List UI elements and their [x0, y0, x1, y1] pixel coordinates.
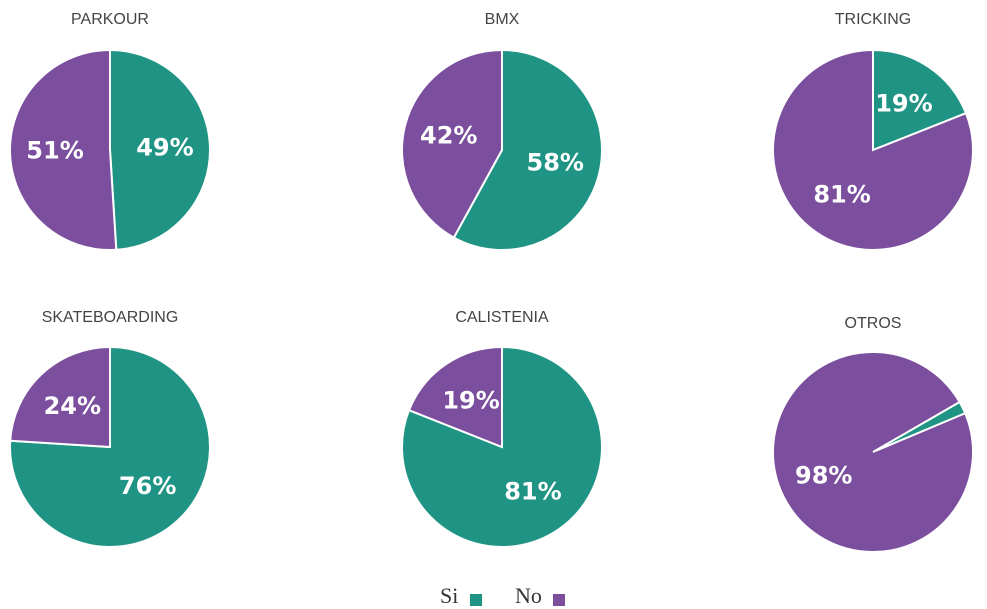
- chart-title: OTROS: [845, 315, 902, 332]
- data-label: 19%: [875, 90, 932, 118]
- data-label: 51%: [26, 137, 83, 165]
- pie-slice: [772, 351, 974, 553]
- pie-slice: [772, 48, 974, 251]
- data-label: 81%: [504, 477, 561, 505]
- chart-title: SKATEBOARDING: [42, 309, 179, 326]
- chart-title: BMX: [485, 11, 520, 28]
- data-label: 24%: [44, 392, 101, 420]
- legend-swatch: [470, 594, 482, 606]
- data-label: 81%: [813, 180, 870, 208]
- pie-slice: [407, 345, 503, 449]
- data-label: 76%: [119, 472, 176, 500]
- data-label: 49%: [136, 133, 193, 161]
- pie-slice: [109, 48, 211, 251]
- data-label: 98%: [795, 461, 852, 489]
- chart-title: TRICKING: [835, 11, 911, 28]
- chart-title: PARKOUR: [71, 11, 149, 28]
- pie-slice: [452, 48, 603, 251]
- pie-slice: [9, 48, 118, 251]
- pie-slice: [401, 48, 503, 239]
- chart-title: CALISTENIA: [455, 309, 549, 326]
- pie-slice: [872, 48, 968, 152]
- legend-label: Si: [440, 583, 458, 608]
- data-label: 2%: [962, 383, 987, 411]
- data-label: 42%: [420, 121, 477, 149]
- legend-label: No: [515, 583, 542, 608]
- legend-swatch: [553, 594, 565, 606]
- data-label: 19%: [442, 387, 499, 415]
- data-label: 58%: [527, 149, 584, 177]
- pie-slice: [9, 345, 111, 449]
